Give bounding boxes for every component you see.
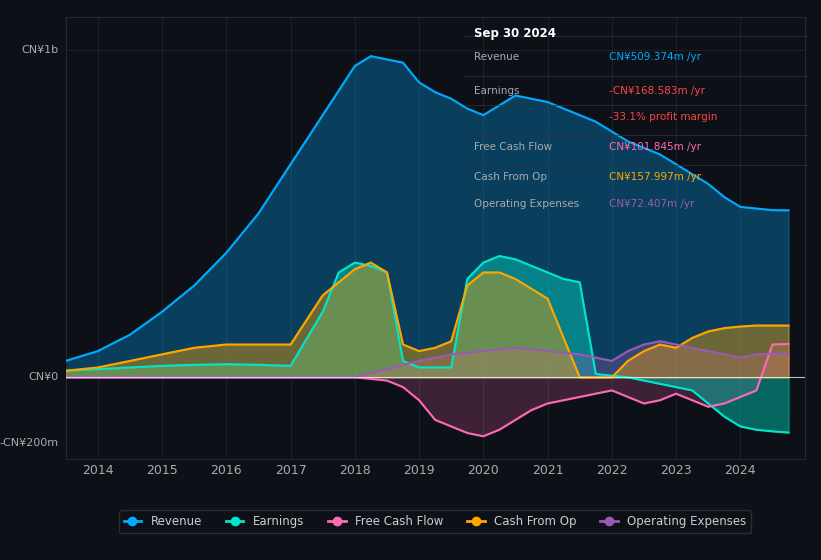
Text: CN¥157.997m /yr: CN¥157.997m /yr [608, 172, 701, 183]
Text: CN¥72.407m /yr: CN¥72.407m /yr [608, 199, 694, 209]
Text: CN¥101.845m /yr: CN¥101.845m /yr [608, 142, 700, 152]
Text: Cash From Op: Cash From Op [475, 172, 548, 183]
Text: Sep 30 2024: Sep 30 2024 [475, 27, 556, 40]
Text: Earnings: Earnings [475, 86, 520, 96]
Text: -CN¥168.583m /yr: -CN¥168.583m /yr [608, 86, 704, 96]
Text: CN¥509.374m /yr: CN¥509.374m /yr [608, 52, 700, 62]
Text: Revenue: Revenue [475, 52, 520, 62]
Text: Operating Expenses: Operating Expenses [475, 199, 580, 209]
Text: Free Cash Flow: Free Cash Flow [475, 142, 553, 152]
Text: -33.1% profit margin: -33.1% profit margin [608, 112, 717, 122]
Legend: Revenue, Earnings, Free Cash Flow, Cash From Op, Operating Expenses: Revenue, Earnings, Free Cash Flow, Cash … [119, 511, 751, 533]
Text: -CN¥200m: -CN¥200m [0, 438, 58, 448]
Text: CN¥0: CN¥0 [28, 372, 58, 382]
Text: CN¥1b: CN¥1b [21, 45, 58, 54]
